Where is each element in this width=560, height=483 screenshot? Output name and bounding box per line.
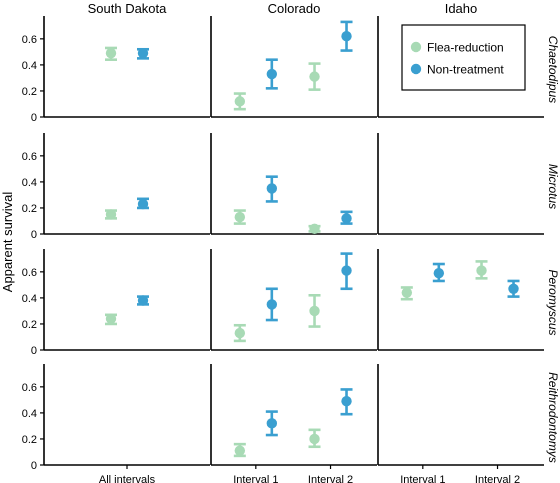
data-point: [341, 31, 352, 42]
data-point: [105, 313, 117, 324]
y-tick-label: 0.6: [22, 34, 37, 46]
data-point: [266, 418, 278, 429]
data-point: [234, 96, 246, 107]
y-tick-label: 0.4: [22, 60, 37, 72]
legend-marker: [410, 63, 422, 75]
data-point: [234, 327, 246, 339]
y-tick-label: 0.6: [22, 267, 37, 279]
column-title: Idaho: [445, 1, 478, 16]
legend: Flea-reduction Non-treatment: [401, 24, 526, 91]
y-tick-label: 0: [31, 460, 37, 472]
legend-label: Flea-reduction: [427, 41, 504, 55]
data-point: [105, 47, 117, 59]
data-point: [266, 299, 278, 310]
data-point: [234, 445, 246, 456]
marks-layer: [105, 20, 520, 458]
data-point: [137, 295, 149, 306]
row-label: Peromyscus: [546, 269, 560, 335]
axes-layer: [40, 16, 544, 469]
legend-marker: [410, 41, 422, 53]
y-tick-label: 0.6: [22, 382, 37, 394]
data-point: [433, 267, 445, 279]
y-tick-label: 0.2: [22, 434, 37, 446]
row-label: Microtus: [546, 164, 560, 209]
data-point: [476, 265, 487, 276]
data-point: [309, 433, 320, 445]
y-tick-label: 0.4: [22, 293, 37, 305]
y-tick-label: 0.2: [22, 319, 37, 331]
y-tick-label: 0: [31, 229, 37, 241]
y-tick-label: 0: [31, 345, 37, 357]
data-point: [309, 305, 320, 317]
y-tick-label: 0.6: [22, 151, 37, 163]
x-tick-label: Interval 2: [308, 474, 353, 483]
data-point: [234, 211, 246, 223]
y-tick-label: 0: [31, 112, 37, 124]
legend-box: [401, 24, 526, 91]
data-point: [266, 183, 278, 194]
x-tick-label: All intervals: [99, 474, 156, 483]
y-axis-label: Apparent survival: [0, 192, 15, 293]
data-point: [309, 71, 320, 82]
data-point: [508, 283, 519, 294]
y-tick-label: 0.2: [22, 86, 37, 98]
data-point: [137, 198, 149, 210]
y-tick-label: 0.4: [22, 408, 37, 420]
data-point: [341, 213, 352, 224]
y-tick-label: 0.4: [22, 177, 37, 189]
x-tick-label: Interval 1: [233, 474, 278, 483]
y-tick-label: 0.2: [22, 203, 37, 215]
legend-label: Non-treatment: [427, 63, 504, 77]
x-tick-label: Interval 2: [475, 474, 520, 483]
row-label: Reithrodontomys: [546, 372, 560, 463]
column-title: Colorado: [268, 1, 321, 16]
x-tick-label: Interval 1: [400, 474, 445, 483]
row-label: Chaetodipus: [546, 36, 560, 103]
data-point: [309, 223, 320, 234]
data-point: [137, 47, 149, 59]
data-point: [105, 209, 117, 220]
data-point: [401, 287, 413, 298]
data-point: [341, 265, 352, 276]
column-title: South Dakota: [88, 1, 168, 16]
data-point: [266, 68, 278, 80]
data-point: [341, 395, 352, 407]
